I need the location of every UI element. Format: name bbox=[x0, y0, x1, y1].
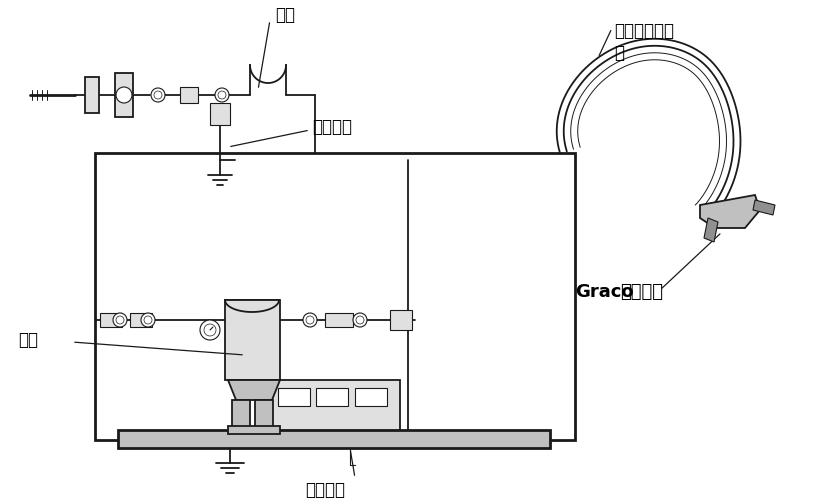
Circle shape bbox=[356, 316, 364, 324]
Bar bbox=[316, 388, 348, 406]
Polygon shape bbox=[704, 218, 718, 242]
Circle shape bbox=[144, 316, 152, 324]
Circle shape bbox=[151, 88, 165, 102]
Bar bbox=[232, 400, 250, 428]
Text: Graco: Graco bbox=[575, 283, 634, 301]
Bar bbox=[118, 430, 550, 448]
Circle shape bbox=[306, 316, 314, 324]
Polygon shape bbox=[753, 200, 775, 215]
Bar bbox=[100, 313, 122, 327]
Bar bbox=[255, 400, 273, 428]
Polygon shape bbox=[700, 195, 760, 228]
Text: 导电性空气软
管: 导电性空气软 管 bbox=[614, 22, 674, 62]
Bar bbox=[270, 380, 400, 430]
Circle shape bbox=[303, 313, 317, 327]
Circle shape bbox=[116, 316, 124, 324]
Polygon shape bbox=[228, 380, 280, 400]
Circle shape bbox=[116, 87, 132, 103]
Circle shape bbox=[215, 88, 229, 102]
Bar bbox=[355, 388, 387, 406]
Text: 静电喷枪: 静电喷枪 bbox=[620, 283, 663, 301]
Bar bbox=[325, 313, 353, 327]
Bar bbox=[412, 160, 564, 290]
Circle shape bbox=[200, 320, 220, 340]
Bar bbox=[412, 295, 564, 440]
Bar bbox=[210, 103, 230, 125]
Bar bbox=[115, 73, 133, 117]
Circle shape bbox=[204, 324, 216, 336]
Text: 电压控制: 电压控制 bbox=[305, 481, 345, 499]
Bar bbox=[85, 77, 99, 113]
Circle shape bbox=[141, 313, 155, 327]
Bar bbox=[228, 426, 280, 434]
Text: 供气: 供气 bbox=[275, 6, 295, 24]
Circle shape bbox=[353, 313, 367, 327]
Bar bbox=[130, 313, 152, 327]
Bar bbox=[108, 160, 406, 335]
Circle shape bbox=[154, 91, 162, 99]
Bar bbox=[225, 300, 280, 380]
Bar bbox=[180, 87, 198, 103]
Bar bbox=[390, 310, 412, 330]
Polygon shape bbox=[225, 300, 279, 312]
Circle shape bbox=[218, 91, 226, 99]
Bar bbox=[278, 388, 310, 406]
Text: 供料: 供料 bbox=[18, 331, 38, 349]
Text: 接地导线: 接地导线 bbox=[312, 118, 352, 136]
Bar bbox=[95, 153, 575, 440]
Circle shape bbox=[113, 313, 127, 327]
